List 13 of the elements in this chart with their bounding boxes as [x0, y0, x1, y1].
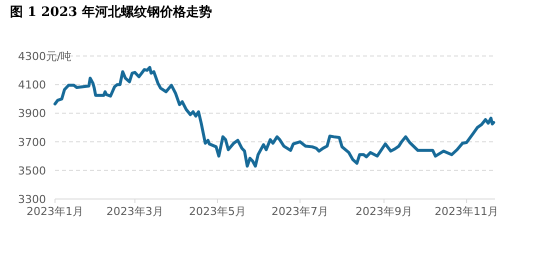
- x-tick-label: 2023年5月: [188, 205, 246, 218]
- x-tick-label: 2023年7月: [272, 205, 329, 218]
- y-tick-label: 4100: [18, 78, 46, 92]
- x-tick-label: 2023年3月: [106, 205, 164, 218]
- y-tick-label: 3300: [18, 193, 46, 206]
- y-tick-label: 3500: [18, 164, 46, 178]
- y-tick-label: 3900: [18, 107, 46, 120]
- y-tick-label: 3700: [18, 136, 46, 149]
- y-tick-label: 4300元/吨: [18, 50, 72, 63]
- x-tick-label: 2023年1月: [26, 205, 84, 218]
- chart-title: 图 1 2023 年河北螺纹钢价格走势: [10, 4, 212, 20]
- x-tick-label: 2023年9月: [355, 205, 412, 218]
- x-tick-label: 2023年11月: [434, 205, 499, 218]
